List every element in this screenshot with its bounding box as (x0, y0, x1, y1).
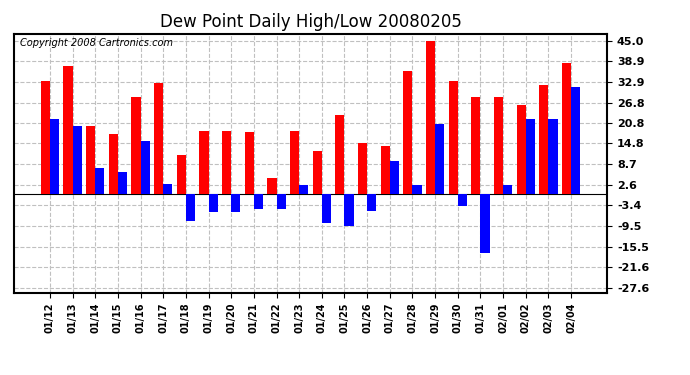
Bar (245, 132, 254, 194)
Bar (163, 183, 172, 194)
Bar (480, 194, 490, 254)
Bar (109, 134, 118, 194)
Bar (290, 131, 299, 194)
Text: Copyright 2008 Cartronics.com: Copyright 2008 Cartronics.com (20, 38, 172, 48)
Bar (426, 40, 435, 194)
Bar (313, 151, 322, 194)
Bar (72, 126, 81, 194)
Bar (299, 185, 308, 194)
Bar (413, 185, 422, 194)
Bar (118, 172, 127, 194)
Bar (95, 168, 104, 194)
Bar (186, 194, 195, 221)
Bar (335, 116, 344, 194)
Title: Dew Point Daily High/Low 20080205: Dew Point Daily High/Low 20080205 (159, 13, 462, 31)
Bar (277, 194, 286, 209)
Bar (435, 124, 444, 194)
Bar (41, 81, 50, 194)
Bar (458, 194, 467, 206)
Bar (50, 119, 59, 194)
Bar (549, 119, 558, 194)
Bar (526, 119, 535, 194)
Bar (268, 178, 277, 194)
Bar (199, 131, 208, 194)
Bar (471, 97, 480, 194)
Bar (131, 97, 141, 194)
Bar (344, 194, 353, 226)
Bar (562, 63, 571, 194)
Bar (503, 185, 512, 194)
Bar (404, 71, 413, 194)
Bar (177, 154, 186, 194)
Bar (154, 83, 163, 194)
Bar (63, 66, 72, 194)
Bar (231, 194, 240, 213)
Bar (86, 126, 95, 194)
Bar (222, 131, 231, 194)
Bar (517, 105, 526, 194)
Bar (141, 141, 150, 194)
Bar (540, 85, 549, 194)
Bar (208, 194, 217, 213)
Bar (358, 143, 367, 194)
Bar (322, 194, 331, 223)
Bar (381, 146, 390, 194)
Bar (367, 194, 376, 211)
Bar (571, 87, 580, 194)
Bar (254, 194, 263, 209)
Bar (494, 97, 503, 194)
Bar (448, 81, 458, 194)
Bar (390, 161, 399, 194)
